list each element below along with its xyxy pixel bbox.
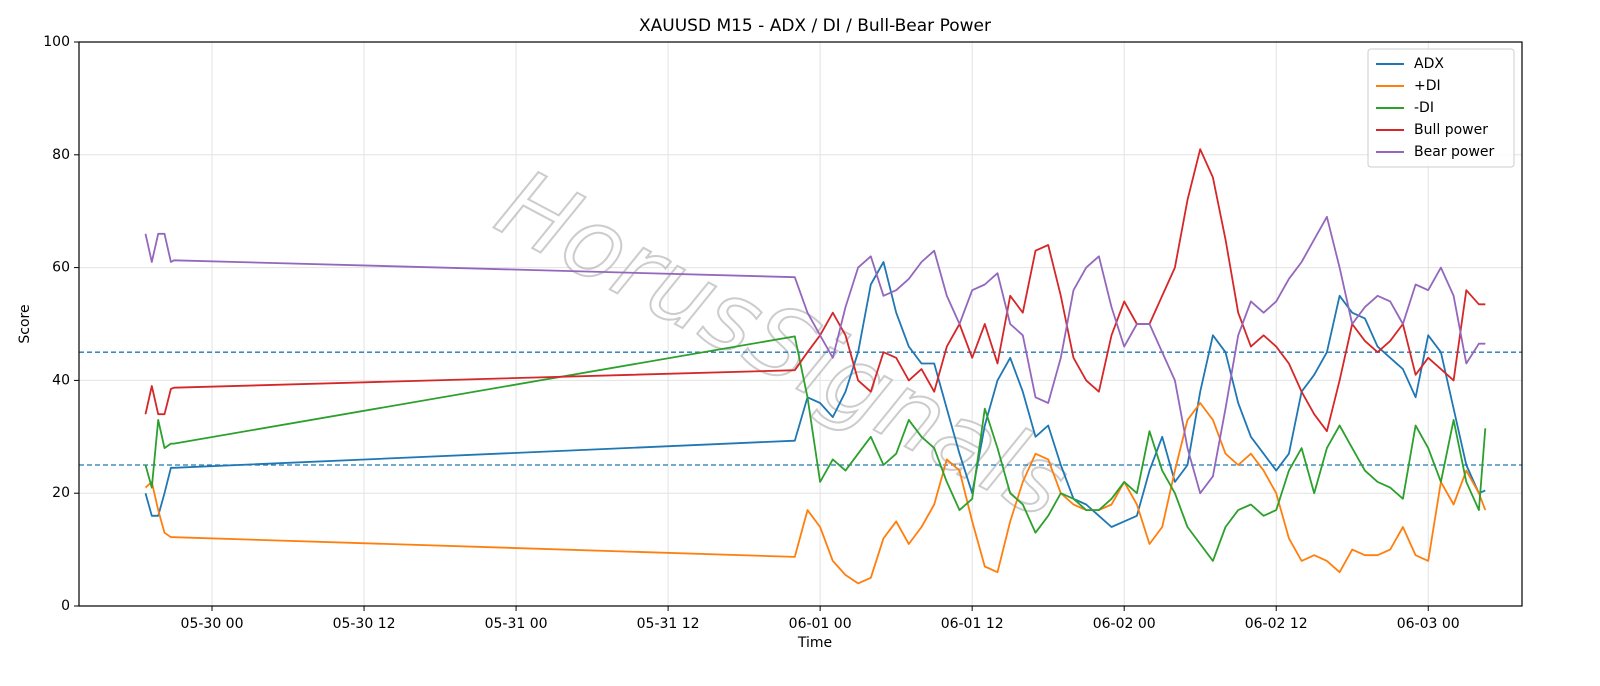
y-tick-label: 40 (52, 372, 70, 388)
series-line (144, 215, 1486, 495)
legend: ADX +DI -DI Bull power Bear power (1367, 48, 1515, 168)
x-tick-label: 06-01 00 (789, 616, 852, 632)
x-tick-label: 05-31 00 (485, 616, 548, 632)
series-line (144, 261, 1486, 528)
series-line (144, 402, 1487, 585)
x-tick-label: 06-02 00 (1093, 616, 1156, 632)
series-line (144, 335, 1487, 562)
x-tick-label: 06-02 12 (1245, 616, 1308, 632)
chart-title: XAUUSD M15 - ADX / DI / Bull-Bear Power (639, 16, 991, 36)
x-tick-label: 05-30 12 (333, 616, 396, 632)
legend-box (1367, 48, 1515, 168)
x-tick-label: 06-01 12 (941, 616, 1004, 632)
x-axis-label: Time (797, 635, 832, 651)
x-tick-label: 05-30 00 (181, 616, 244, 632)
x-tick-label: 05-31 12 (637, 616, 700, 632)
plot-frame (78, 41, 1523, 607)
legend-label: Bull power (1414, 122, 1488, 138)
series-line (144, 148, 1486, 433)
legend-label: Bear power (1414, 144, 1495, 160)
y-tick-label: 0 (61, 598, 70, 614)
y-tick-label: 100 (43, 34, 70, 50)
y-axis-label: Score (17, 304, 33, 343)
y-tick-label: 80 (52, 147, 70, 163)
x-tick-label: 06-03 00 (1397, 616, 1460, 632)
legend-label: ADX (1414, 56, 1444, 72)
y-tick-label: 60 (52, 260, 70, 276)
y-tick-label: 20 (52, 485, 70, 501)
legend-label: +DI (1414, 78, 1441, 94)
legend-label: -DI (1414, 100, 1434, 116)
